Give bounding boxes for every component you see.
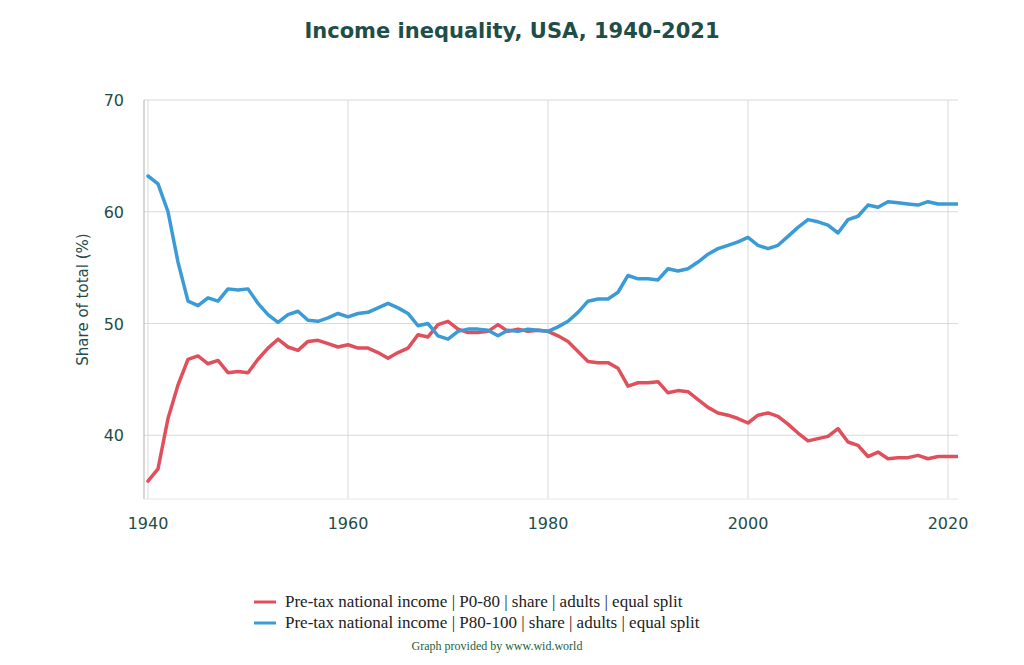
plot-area	[148, 176, 958, 481]
y-tick-label: 50	[104, 315, 124, 334]
x-axis-line	[144, 499, 958, 500]
x-grid-line	[548, 100, 549, 499]
x-grid-line	[948, 100, 949, 499]
source: Graph provided by www.wid.world	[412, 639, 583, 653]
series-line	[148, 176, 958, 339]
x-tick-label: 1980	[528, 514, 569, 533]
chart: Income inequality, USA, 1940-2021 Share o…	[0, 0, 1024, 665]
y-grid-line	[144, 323, 958, 324]
series-line	[148, 321, 958, 481]
legend-swatch	[254, 622, 276, 625]
x-grid-line	[148, 100, 149, 499]
x-grid-line	[348, 100, 349, 499]
y-grid-line	[144, 435, 958, 436]
x-tick-label: 1960	[328, 514, 369, 533]
y-tick-label: 60	[104, 203, 124, 222]
y-grid-line	[144, 100, 958, 101]
x-tick-label: 2000	[728, 514, 769, 533]
y-grid-line	[144, 211, 958, 212]
y-axis-line	[144, 100, 145, 499]
y-tick-label: 40	[104, 426, 124, 445]
legend-label: Pre-tax national income | P80-100 | shar…	[285, 613, 700, 632]
legend-swatch	[254, 601, 276, 604]
title: Income inequality, USA, 1940-2021	[304, 19, 719, 43]
x-grid-line	[748, 100, 749, 499]
y-tick-label: 70	[104, 91, 124, 110]
legend-label: Pre-tax national income | P0-80 | share …	[285, 592, 683, 611]
x-tick-label: 1940	[128, 514, 169, 533]
y-axis-label: Share of total (%)	[74, 233, 92, 365]
x-tick-label: 2020	[928, 514, 969, 533]
